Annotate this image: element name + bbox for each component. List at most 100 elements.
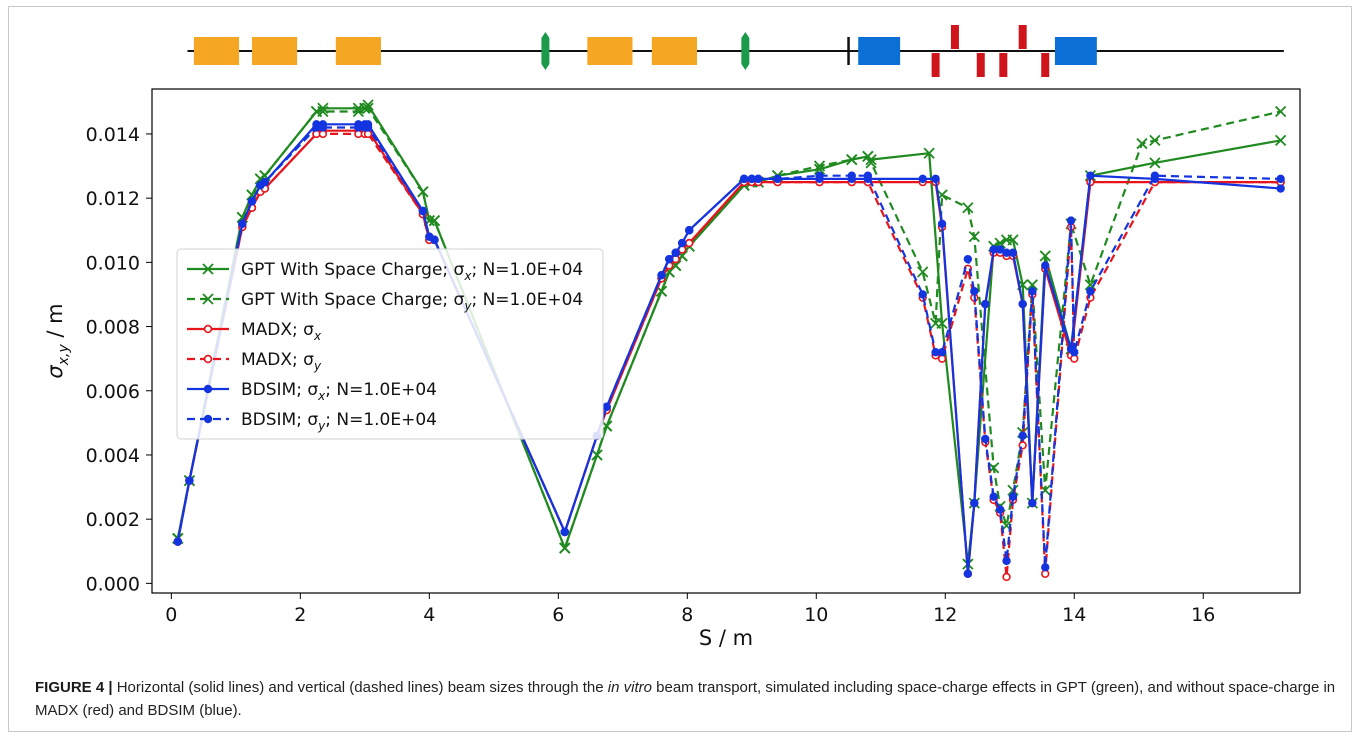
data-point (1041, 261, 1050, 270)
data-point (847, 171, 856, 180)
data-point (1276, 174, 1285, 184)
y-tick-label: 0.008 (86, 317, 140, 339)
figure-frame: 0 2 4 6 8 10 12 14 16 0.000 0.002 0.004 0.006 0.008 0.… (8, 6, 1352, 732)
data-point (1070, 348, 1079, 357)
data-point (863, 171, 873, 180)
data-point (202, 263, 214, 275)
data-point (1039, 250, 1051, 262)
data-point (1002, 572, 1011, 582)
data-point (1028, 498, 1037, 508)
x-tick-label: 8 (681, 604, 693, 626)
data-point (1086, 171, 1095, 180)
blue-magnet (1054, 37, 1097, 65)
data-point (917, 266, 929, 278)
data-point (1007, 234, 1019, 246)
data-point (970, 287, 979, 296)
data-point (1149, 157, 1161, 169)
dipole-magnet (651, 37, 697, 65)
y-tick-label: 0.014 (86, 124, 140, 146)
data-point (923, 147, 935, 159)
data-point (591, 449, 603, 461)
series-line (176, 126, 1281, 569)
data-point (862, 150, 874, 163)
data-point (430, 235, 439, 245)
quadrupole-down (931, 53, 940, 77)
plot-frame (151, 88, 1301, 594)
x-tick-label: 10 (804, 604, 828, 626)
beam-size-chart: 0 2 4 6 8 10 12 14 16 0.000 0.002 0.004 0.006 0.008 0.… (43, 25, 1301, 650)
data-point (815, 171, 824, 180)
data-point (317, 105, 329, 118)
data-point (1150, 171, 1160, 180)
data-point (989, 492, 998, 501)
data-point (602, 402, 611, 412)
data-point (1002, 556, 1011, 566)
data-point (929, 317, 942, 329)
caption-italic: in vitro (607, 679, 652, 696)
y-tick-label: 0.010 (86, 252, 140, 274)
solenoid-lens (541, 32, 550, 70)
data-point (994, 237, 1006, 249)
data-point (995, 245, 1005, 254)
data-point (1086, 287, 1095, 296)
dipole-magnet (251, 37, 298, 65)
data-point (173, 537, 182, 546)
data-point (363, 123, 373, 132)
data-point (203, 354, 213, 364)
x-tick-label: 2 (294, 604, 306, 626)
data-point (185, 476, 194, 485)
data-point (1008, 248, 1018, 257)
data-point (202, 293, 214, 305)
dipole-magnet (335, 37, 381, 65)
y-tick-label: 0.000 (86, 573, 140, 595)
data-point (813, 160, 826, 172)
data-point (1136, 137, 1148, 150)
data-point (260, 177, 270, 187)
data-point (970, 498, 979, 508)
x-tick-label: 16 (1191, 604, 1215, 626)
data-point (1018, 431, 1027, 440)
legend-label: BDSIM; σy; N=1.0E+04 (241, 410, 437, 433)
data-point (1018, 299, 1027, 309)
data-point (685, 226, 694, 235)
legend-label: BDSIM; σx; N=1.0E+04 (241, 380, 437, 403)
y-tick-label: 0.006 (86, 381, 140, 403)
caption-text-1: Horizontal (solid lines) and vertical (d… (112, 679, 608, 696)
data-point (428, 214, 441, 227)
data-point (918, 290, 927, 299)
x-tick-label: 4 (423, 604, 435, 626)
data-point (352, 105, 365, 118)
x-tick-label: 0 (165, 604, 177, 626)
y-tick-label: 0.002 (86, 509, 140, 531)
series-line (176, 132, 1281, 579)
blue-magnet (858, 37, 901, 65)
data-point (865, 157, 877, 169)
data-point (981, 299, 990, 309)
data-point (995, 505, 1005, 514)
data-point (203, 384, 213, 394)
figure-label: FIGURE 4 | (35, 679, 113, 696)
dipole-magnet (587, 37, 633, 65)
data-point (739, 174, 749, 184)
quadrupole-up (1018, 25, 1027, 49)
data-point (671, 248, 680, 257)
dipole-magnet (193, 37, 240, 65)
data-point (359, 102, 371, 114)
data-point (1028, 287, 1037, 296)
x-axis-label: S / m (699, 626, 753, 650)
data-point (1149, 134, 1161, 146)
x-tick-label: 12 (933, 604, 957, 626)
data-series (172, 99, 1287, 582)
data-point (937, 219, 947, 229)
x-tick-label: 14 (1062, 604, 1086, 626)
series-line (176, 107, 1281, 550)
data-point (963, 569, 973, 578)
data-point (246, 189, 258, 201)
legend-box (176, 248, 604, 440)
data-point (203, 324, 213, 334)
data-point (1275, 134, 1287, 146)
data-point (362, 102, 374, 114)
data-point (1275, 105, 1287, 118)
data-point (1026, 279, 1038, 291)
data-point (754, 174, 763, 184)
